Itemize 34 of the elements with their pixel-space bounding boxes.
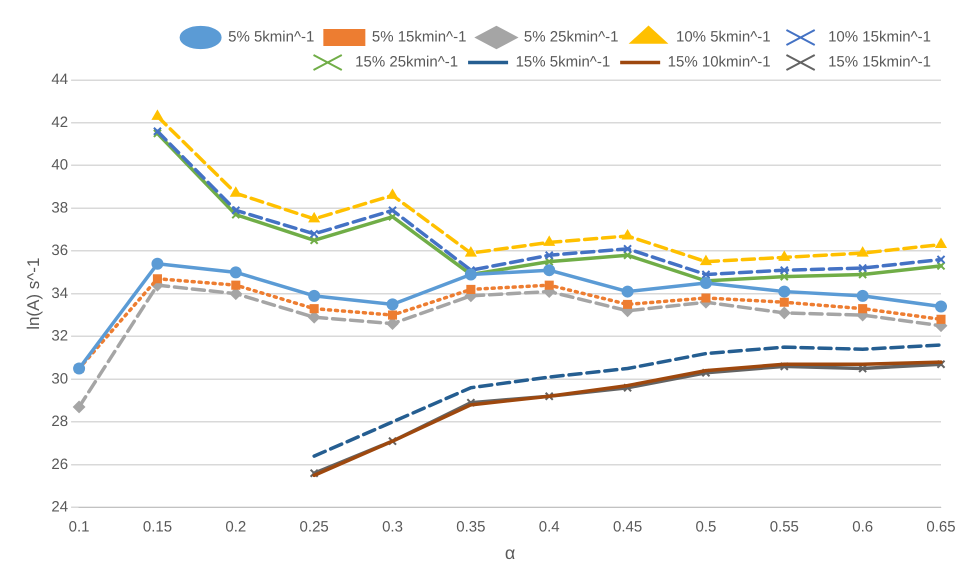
y-tick-label: 24	[51, 498, 68, 516]
legend-label: 15% 10kmin^-1	[668, 54, 771, 71]
y-tick-label: 28	[51, 413, 68, 430]
legend-label: 15% 5kmin^-1	[516, 54, 610, 71]
legend-label: 5% 5kmin^-1	[228, 28, 314, 46]
y-tick-label: 30	[51, 370, 68, 388]
y-tick-label: 44	[51, 71, 68, 88]
x-tick-label: 0.45	[612, 518, 642, 536]
x-tick-label: 0.4	[538, 518, 560, 536]
legend-label: 10% 15kmin^-1	[828, 28, 931, 46]
y-tick-label: 32	[51, 328, 68, 345]
x-tick-label: 0.2	[225, 518, 246, 536]
legend-label: 15% 15kmin^-1	[828, 54, 931, 71]
x-tick-label: 0.1	[68, 518, 90, 536]
x-tick-label: 0.65	[926, 518, 956, 536]
x-tick-label: 0.15	[142, 518, 172, 536]
legend-label: 10% 5kmin^-1	[676, 28, 771, 46]
x-tick-label: 0.6	[852, 518, 874, 536]
x-axis-title: α	[504, 543, 516, 564]
y-tick-label: 34	[51, 284, 68, 302]
y-tick-label: 42	[51, 114, 68, 131]
legend-label: 5% 15kmin^-1	[372, 28, 466, 46]
y-tick-label: 38	[51, 199, 68, 216]
y-axis-title: ln(A) s^-1	[24, 258, 43, 330]
y-tick-label: 36	[51, 242, 68, 260]
y-tick-label: 40	[51, 156, 68, 174]
x-tick-label: 0.55	[770, 518, 799, 536]
x-tick-label: 0.35	[456, 518, 486, 536]
legend-label: 15% 25kmin^-1	[355, 54, 458, 71]
legend-label: 5% 25kmin^-1	[524, 28, 619, 46]
x-tick-label: 0.3	[382, 518, 403, 536]
x-tick-label: 0.5	[696, 518, 716, 536]
x-tick-label: 0.25	[300, 518, 329, 536]
y-tick-label: 26	[51, 456, 68, 473]
